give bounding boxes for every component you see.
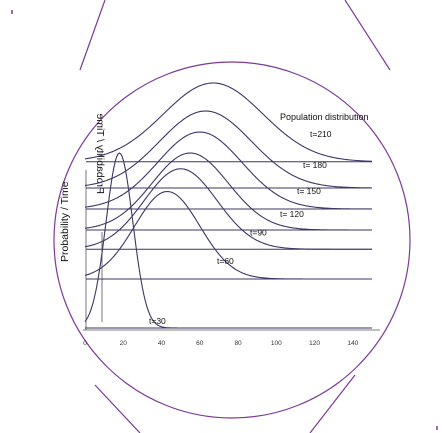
frame-line-bottom-right (309, 374, 356, 433)
series-curve (84, 131, 372, 210)
series-curve (84, 82, 373, 162)
frame-circle (53, 61, 411, 419)
series-label: t= 150 (297, 186, 321, 196)
distribution-curves (84, 82, 373, 329)
x-tick-label: 0 (83, 340, 87, 347)
series-label: t=90 (250, 227, 267, 237)
frame-line-top-left (79, 0, 106, 71)
series-curve (84, 110, 373, 189)
series-label: t= 120 (280, 209, 304, 219)
x-tick-label: 80 (234, 340, 242, 347)
series-curve (84, 152, 372, 231)
series-curve (84, 152, 372, 329)
x-tick-label: 100 (271, 340, 282, 347)
series-label: t=60 (217, 256, 234, 266)
x-tick-label: 40 (158, 340, 166, 347)
series-label: t= 180 (303, 160, 327, 170)
x-tick-label: 60 (196, 340, 204, 347)
x-tick-label: 140 (347, 340, 358, 347)
chart-title: Population distribution (280, 112, 369, 122)
y-axis-label: Probability / Time (59, 181, 71, 262)
series-labels: t=30 t=60 t=90 t= 120 t= 150 t= 180 t=210 (149, 129, 332, 326)
series-label: t=30 (149, 316, 166, 326)
axes (83, 170, 380, 331)
frame-line-top-right (344, 0, 391, 71)
series-label: t=210 (310, 129, 332, 139)
x-tick-label: 120 (309, 340, 320, 347)
x-ticks: 0 20 40 60 80 100 120 140 (83, 340, 358, 347)
series-curve (84, 168, 372, 250)
frame-line-bottom-left (94, 384, 141, 433)
x-tick-label: 20 (120, 340, 128, 347)
series-curve (84, 190, 372, 280)
decorative-frame (11, 0, 438, 433)
y-axis-label-mirrored: Probability / Time (94, 113, 106, 194)
